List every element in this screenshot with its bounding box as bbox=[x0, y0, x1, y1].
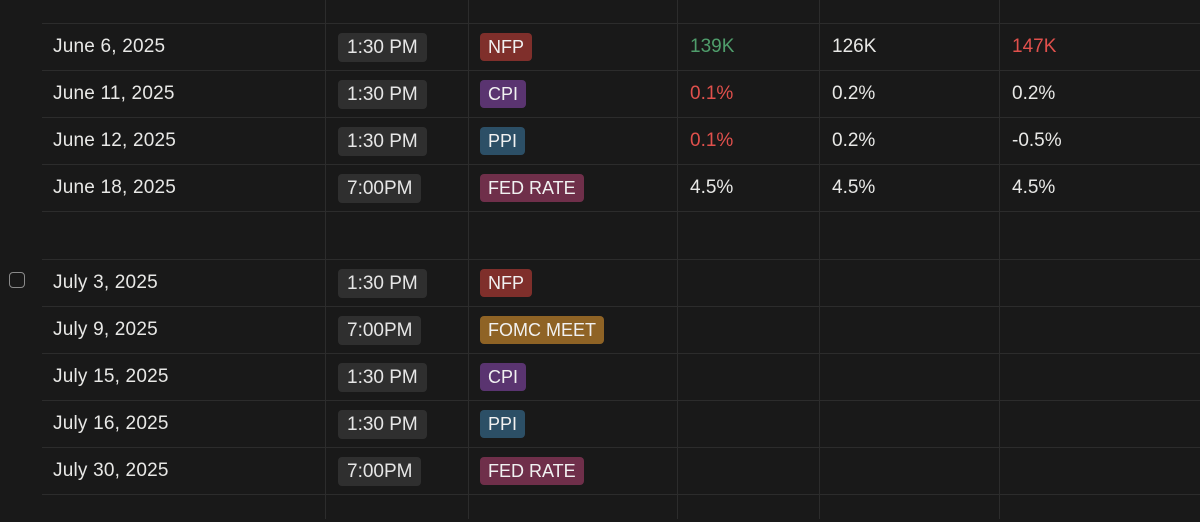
event-tag-cpi[interactable]: CPI bbox=[480, 80, 527, 108]
table-row[interactable]: July 30, 2025 7:00PM FED RATE bbox=[42, 448, 1200, 495]
table-row-stub bbox=[42, 495, 1200, 519]
date-cell: July 30, 2025 bbox=[53, 460, 169, 481]
previous-cell: 4.5% bbox=[1012, 177, 1056, 198]
table-row-stub bbox=[42, 0, 1200, 24]
actual-cell: 4.5% bbox=[690, 177, 734, 198]
time-pill: 1:30 PM bbox=[338, 409, 427, 439]
table-row[interactable]: June 11, 2025 1:30 PM CPI 0.1% 0.2% 0.2% bbox=[42, 71, 1200, 118]
events-table: June 6, 2025 1:30 PM NFP 139K 126K 147K … bbox=[42, 0, 1200, 519]
forecast-cell: 0.2% bbox=[832, 83, 876, 104]
table-row[interactable]: June 6, 2025 1:30 PM NFP 139K 126K 147K bbox=[42, 24, 1200, 71]
previous-cell: 0.2% bbox=[1012, 83, 1056, 104]
time-pill: 1:30 PM bbox=[338, 362, 427, 392]
previous-cell: -0.5% bbox=[1012, 130, 1062, 151]
time-pill: 1:30 PM bbox=[338, 32, 427, 62]
actual-cell: 0.1% bbox=[690, 130, 734, 151]
empty-row[interactable] bbox=[42, 212, 1200, 260]
event-tag-nfp[interactable]: NFP bbox=[480, 33, 532, 61]
forecast-cell: 126K bbox=[832, 36, 877, 57]
date-cell: June 18, 2025 bbox=[53, 177, 177, 198]
table-row[interactable]: July 16, 2025 1:30 PM PPI bbox=[42, 401, 1200, 448]
event-tag-cpi[interactable]: CPI bbox=[480, 363, 527, 391]
date-cell: June 12, 2025 bbox=[53, 130, 177, 151]
table-row[interactable]: July 15, 2025 1:30 PM CPI bbox=[42, 354, 1200, 401]
time-pill: 7:00PM bbox=[338, 173, 422, 203]
event-tag-ppi[interactable]: PPI bbox=[480, 127, 526, 155]
table-row[interactable]: June 18, 2025 7:00PM FED RATE 4.5% 4.5% … bbox=[42, 165, 1200, 212]
table-row[interactable]: July 9, 2025 7:00PM FOMC MEET bbox=[42, 307, 1200, 354]
time-pill: 7:00PM bbox=[338, 315, 422, 345]
table-row[interactable]: July 3, 2025 1:30 PM NFP bbox=[42, 260, 1200, 307]
forecast-cell: 4.5% bbox=[832, 177, 876, 198]
time-pill: 1:30 PM bbox=[338, 126, 427, 156]
table-row[interactable]: June 12, 2025 1:30 PM PPI 0.1% 0.2% -0.5… bbox=[42, 118, 1200, 165]
event-tag-fomc-meet[interactable]: FOMC MEET bbox=[480, 316, 604, 344]
event-tag-ppi[interactable]: PPI bbox=[480, 410, 526, 438]
actual-cell: 139K bbox=[690, 36, 735, 57]
date-cell: July 15, 2025 bbox=[53, 366, 169, 387]
date-cell: July 16, 2025 bbox=[53, 413, 169, 434]
actual-cell: 0.1% bbox=[690, 83, 734, 104]
previous-cell: 147K bbox=[1012, 36, 1057, 57]
time-pill: 1:30 PM bbox=[338, 79, 427, 109]
event-tag-fed-rate[interactable]: FED RATE bbox=[480, 174, 584, 202]
event-tag-nfp[interactable]: NFP bbox=[480, 269, 532, 297]
date-cell: June 11, 2025 bbox=[53, 83, 175, 104]
date-cell: July 3, 2025 bbox=[53, 272, 158, 293]
date-cell: June 6, 2025 bbox=[53, 36, 166, 57]
time-pill: 1:30 PM bbox=[338, 268, 427, 298]
event-tag-fed-rate[interactable]: FED RATE bbox=[480, 457, 584, 485]
row-checkbox[interactable] bbox=[9, 272, 25, 288]
date-cell: July 9, 2025 bbox=[53, 319, 158, 340]
time-pill: 7:00PM bbox=[338, 456, 422, 486]
forecast-cell: 0.2% bbox=[832, 130, 876, 151]
